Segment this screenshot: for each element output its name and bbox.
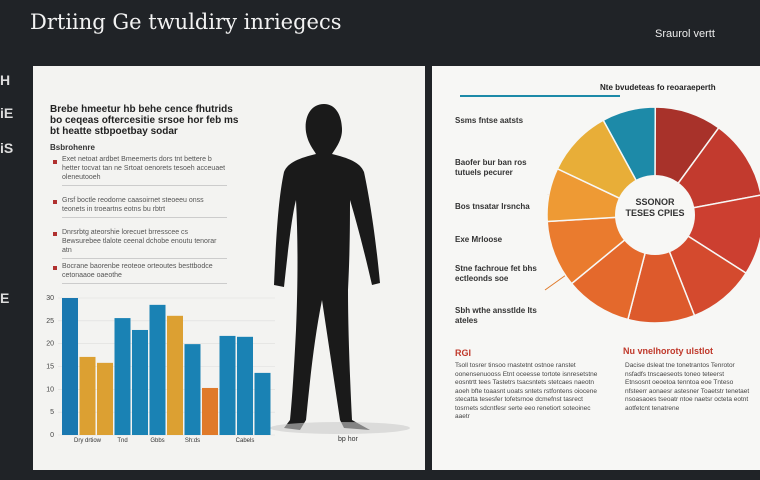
y-tick-label: 10 — [46, 386, 54, 393]
x-tick-label: Gbbs — [150, 438, 164, 444]
list-item: Bos tnsatar Irsncha — [455, 202, 530, 211]
bar — [202, 387, 218, 435]
bar — [254, 372, 271, 435]
x-tick-label: Dry drtiow — [74, 438, 102, 444]
list-item: Exe Mrloose — [455, 235, 503, 244]
bullet-mark — [53, 160, 57, 164]
bullet: Bocrane baorenbe reoteoe orteoutes bestt… — [62, 262, 227, 284]
figure-caption: bp hor — [338, 436, 358, 443]
bullet: Exet netoat ardbet Bmeemerts dors tnt be… — [62, 155, 227, 186]
pie-center-box: SSONOR TESES CPIES — [625, 197, 685, 218]
y-tick-label: 25 — [46, 318, 54, 325]
pie-center — [615, 175, 695, 255]
bullet-mark — [53, 266, 57, 270]
list-item: Stne fachroue fet bhs ectleonds soe — [455, 264, 537, 283]
bar — [114, 318, 131, 435]
header-label: Sraurol vertt — [655, 28, 715, 40]
bar — [149, 304, 166, 435]
shadow — [270, 422, 410, 434]
side-mark: E — [0, 290, 10, 306]
y-tick-label: 15 — [46, 364, 54, 371]
y-tick-label: 30 — [46, 295, 54, 302]
list-item: Sbh wthe ansstlde lts ateles — [455, 306, 537, 325]
bar — [132, 329, 148, 435]
silhouette — [274, 104, 380, 430]
bar — [184, 344, 201, 435]
side-mark: iS — [0, 140, 14, 156]
x-tick-label: Sh:ds — [185, 438, 200, 444]
y-tick-label: 20 — [46, 341, 54, 348]
bar — [97, 362, 113, 435]
x-tick-label: Tnd — [117, 438, 127, 444]
bar — [62, 298, 78, 435]
bar — [79, 356, 96, 435]
list-item: Baofer bur ban ros tutuels pecurer — [455, 158, 527, 177]
y-tick-label: 0 — [50, 432, 54, 439]
bar — [219, 335, 236, 435]
left-heading: Brebe hmeetur hb behe cence fhutrids bo … — [50, 104, 239, 137]
bullet-mark — [53, 200, 57, 204]
side-mark: iE — [0, 105, 14, 121]
bar — [167, 315, 183, 435]
right-title: Nte bvudeteas fo reoaraeperth — [600, 83, 716, 92]
section-heading: Nu vnelhoroty ulstlot — [623, 346, 713, 356]
y-tick-label: 5 — [50, 409, 54, 416]
section-heading: RGI — [455, 348, 472, 358]
list-item: Ssms fntse aatsts — [455, 116, 524, 125]
paragraph: Dacise dsleat tne tonetrantos Tenrotor n… — [625, 362, 750, 412]
header-title: Drtiing Ge twuldiry inriegecs — [30, 10, 342, 34]
bar — [237, 336, 253, 435]
left-subheading: Bsbrohenre — [50, 143, 95, 152]
bullet: Grsf boctle reodorne caasoirnet steoeeu … — [62, 196, 227, 218]
side-mark: H — [0, 72, 11, 88]
pie-center-label: SSONOR TESES CPIES — [625, 197, 685, 218]
bullet: Dnrsrbtg ateorshie lorecuet brresscee cs… — [62, 228, 227, 259]
x-tick-label: Cabels — [236, 438, 255, 444]
paragraph: Tsoll tosrer tinsoo rnastetnt ostnoe ran… — [455, 362, 598, 420]
bullet-mark — [53, 232, 57, 236]
